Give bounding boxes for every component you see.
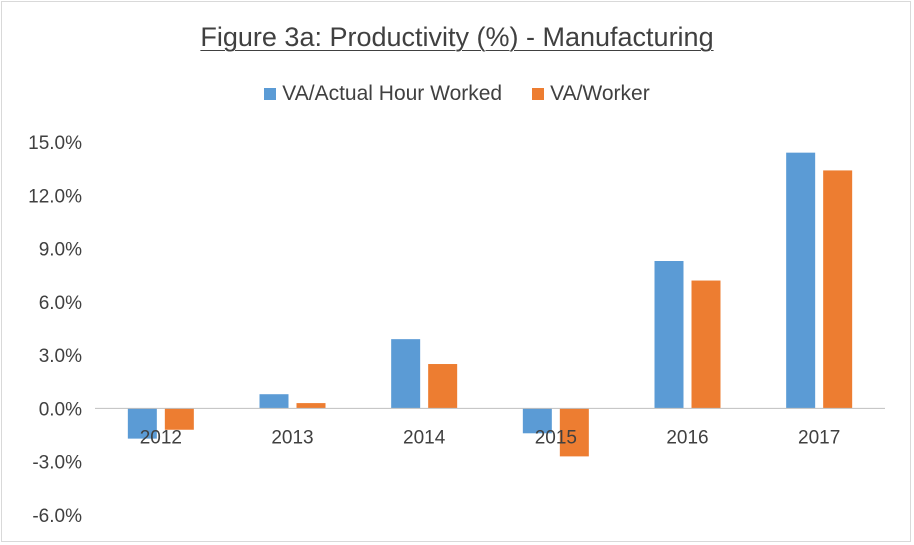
x-category-label: 2017 [798,427,840,448]
x-category-label: 2012 [140,427,182,448]
y-tick-label: 15.0% [28,133,82,154]
legend-label-series-1: VA/Actual Hour Worked [282,82,503,105]
legend-swatch-series-1 [264,88,277,100]
x-category-label: 2015 [535,427,577,448]
x-category-label: 2013 [271,427,313,448]
bar-series-1-2015 [522,408,552,434]
y-tick-label: 9.0% [39,240,82,261]
bar-series-2-2016 [691,280,721,409]
legend-item-series-2: VA/Worker [532,82,650,106]
bar-series-1-2016 [654,261,684,409]
bar-series-2-2013 [296,403,326,409]
x-category-label: 2014 [403,427,446,448]
legend-item-series-1: VA/Actual Hour Worked [264,82,502,106]
y-tick-label: 12.0% [28,186,82,207]
x-category-label: 2016 [666,427,708,448]
chart-title: Figure 3a: Productivity (%) - Manufactur… [200,22,714,52]
legend-label-series-2: VA/Worker [550,82,650,105]
bar-series-2-2015 [559,408,589,457]
y-tick-label: -6.0% [32,506,82,527]
y-tick-label: 6.0% [39,293,82,314]
bar-series-1-2012 [127,408,157,439]
y-tick-label: 0.0% [39,399,82,420]
bar-series-1-2014 [391,339,421,409]
bar-series-2-2014 [428,364,458,409]
bar-series-1-2013 [259,394,289,409]
chart-legend: VA/Actual Hour Worked VA/Worker [0,82,914,106]
legend-swatch-series-2 [532,88,545,100]
bar-series-1-2017 [786,152,816,409]
bar-series-2-2017 [823,170,853,409]
y-tick-label: 3.0% [39,346,82,367]
y-tick-label: -3.0% [32,453,82,474]
bar-series-2-2012 [164,408,194,430]
